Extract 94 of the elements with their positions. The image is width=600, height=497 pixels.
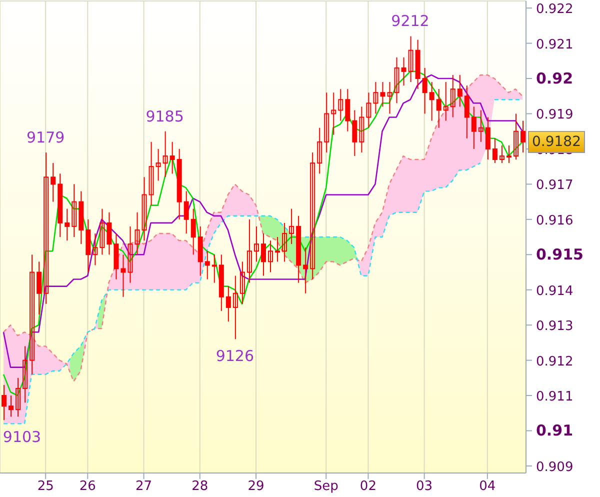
y-tick-label: 0.92 [536,69,574,88]
candlestick [359,106,364,153]
candlestick [50,162,56,202]
candlestick [16,377,21,418]
candlestick [170,141,175,174]
candlestick [387,82,392,114]
y-tick-label: 0.911 [536,390,574,405]
candlestick [499,144,504,164]
candlestick [331,92,336,136]
candlestick [429,82,434,122]
x-tick-label: Sep [314,479,338,494]
candlestick [120,254,126,298]
candlestick [190,208,196,256]
candlestick [64,208,70,242]
candlestick [471,106,476,150]
x-tick-label: 04 [479,479,496,494]
x-tick-label: 28 [192,479,208,494]
candlestick [30,254,35,375]
y-tick-label: 0.912 [536,354,574,370]
candlestick [436,88,442,128]
candlestick [317,127,322,174]
candlestick [289,208,294,245]
candlestick [106,212,112,256]
x-tick-label: 26 [79,479,96,494]
annotation: 9179 [26,128,65,146]
candlestick [450,74,456,118]
candlestick [268,240,274,273]
candlestick [36,261,42,315]
y-tick-label: 0.913 [536,319,574,334]
candlestick [134,212,140,256]
y-tick-label: 0.922 [536,2,574,18]
candlestick [485,116,490,160]
y-tick-label: 0.919 [536,108,574,123]
annotation: 9126 [216,347,254,366]
candlestick [72,184,77,238]
candlestick [373,82,378,114]
annotation: 9212 [391,12,430,30]
candlestick [254,226,259,262]
candlestick [401,56,406,86]
candlestick [506,144,512,164]
candlestick [380,82,386,108]
candlestick [338,88,344,122]
candlestick [2,384,6,421]
candlestick [128,226,133,284]
y-tick-label: 0.909 [536,460,574,475]
candlestick [345,88,350,132]
candlestick [478,110,484,142]
candlestick [394,56,400,104]
candlestick [282,222,288,262]
y-tick-label: 0.917 [536,178,574,194]
candlestick [352,110,358,156]
candlestick [275,236,280,262]
candlestick [457,74,462,108]
candlestick [240,261,245,304]
candlestick [260,232,266,276]
candlestick [148,141,154,206]
candlestick [184,190,189,234]
candlestick [232,275,238,340]
candlestick [142,176,147,242]
annotation: 9185 [146,107,184,126]
candlestick [22,346,28,404]
y-tick-label: 0.915 [536,246,584,264]
y-tick-label: 0.914 [536,284,574,299]
text: 0.9182 [528,130,585,153]
candlestick [204,250,210,280]
candlestick [422,67,428,114]
candlestick [324,92,330,153]
candlestick [408,36,414,83]
x-tick-label: 03 [416,479,433,494]
candlestick [226,286,231,322]
candlestick [8,395,14,418]
candlestick [520,120,526,153]
candlestick [246,218,252,284]
x-tick-label: 25 [37,479,54,494]
y-tick-label: 0.91 [536,422,574,440]
candlestick [156,148,161,182]
annotation: 9103 [2,428,42,446]
candlestick [492,138,498,164]
x-tick-label: 02 [360,479,376,494]
candlestick [310,152,316,280]
candlestick [464,85,470,139]
candlestick [162,130,168,178]
candlestick [92,232,98,266]
x-tick-label: 29 [248,479,264,494]
candlestick [303,247,308,294]
y-tick-label: 0.916 [536,213,574,228]
x-tick-label: 27 [136,479,152,494]
candlestick [100,208,105,256]
y-tick-label: 0.921 [536,37,574,52]
candlestick [443,82,448,122]
candlestick [513,113,518,160]
candlestick [44,152,49,304]
candlestick [366,92,372,128]
candlestick [212,254,217,284]
